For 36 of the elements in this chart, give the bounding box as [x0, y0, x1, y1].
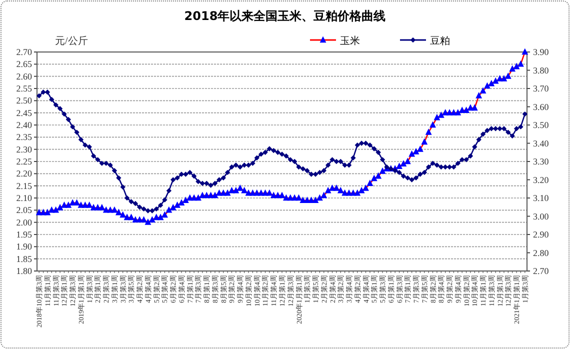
y2-tick-label: 3.10: [533, 193, 550, 203]
y2-tick-label: 3.90: [533, 47, 550, 57]
y-tick-label: 2.20: [16, 168, 32, 179]
y2-tick-label: 3.40: [533, 138, 550, 148]
y2-tick-label: 3.20: [533, 174, 550, 185]
y2-tick-label: 3.00: [533, 211, 550, 222]
y2-tick-label: 3.80: [533, 65, 550, 76]
y2-tick-label: 2.80: [533, 248, 550, 258]
legend-label: 玉米: [340, 35, 360, 47]
y-tick-label: 1.85: [16, 254, 32, 264]
y2-tick-label: 2.90: [533, 230, 550, 240]
y-tick-label: 2.25: [16, 156, 32, 166]
y-tick-label: 2.45: [16, 108, 32, 118]
y2-tick-label: 3.60: [533, 102, 550, 112]
y-tick-label: 1.80: [16, 266, 32, 276]
y-tick-label: 2.55: [16, 84, 32, 94]
y-tick-label: 2.00: [16, 217, 32, 228]
y-tick-label: 2.70: [16, 47, 32, 57]
legend-label: 豆粕: [430, 36, 450, 47]
y-tick-label: 2.60: [16, 71, 32, 82]
y-tick-label: 2.10: [16, 193, 32, 203]
y-tick-label: 1.90: [16, 242, 32, 252]
y-tick-label: 1.95: [16, 230, 32, 240]
y-tick-label: 2.35: [16, 132, 32, 142]
y2-tick-label: 3.70: [533, 84, 550, 94]
y2-tick-label: 3.50: [533, 120, 550, 130]
y-tick-label: 2.40: [16, 120, 32, 130]
y2-tick-label: 2.70: [533, 266, 550, 276]
chart-title: 2018年以来全国玉米、豆粕价格曲线: [184, 9, 386, 23]
y-tick-label: 2.05: [16, 205, 32, 216]
y-tick-label: 2.65: [16, 59, 32, 70]
y-axis-title: 元/公斤: [55, 35, 88, 47]
y-tick-label: 2.50: [16, 96, 32, 106]
y-tick-label: 2.15: [16, 180, 32, 191]
y2-tick-label: 3.30: [533, 156, 550, 166]
y-tick-label: 2.30: [16, 144, 32, 154]
